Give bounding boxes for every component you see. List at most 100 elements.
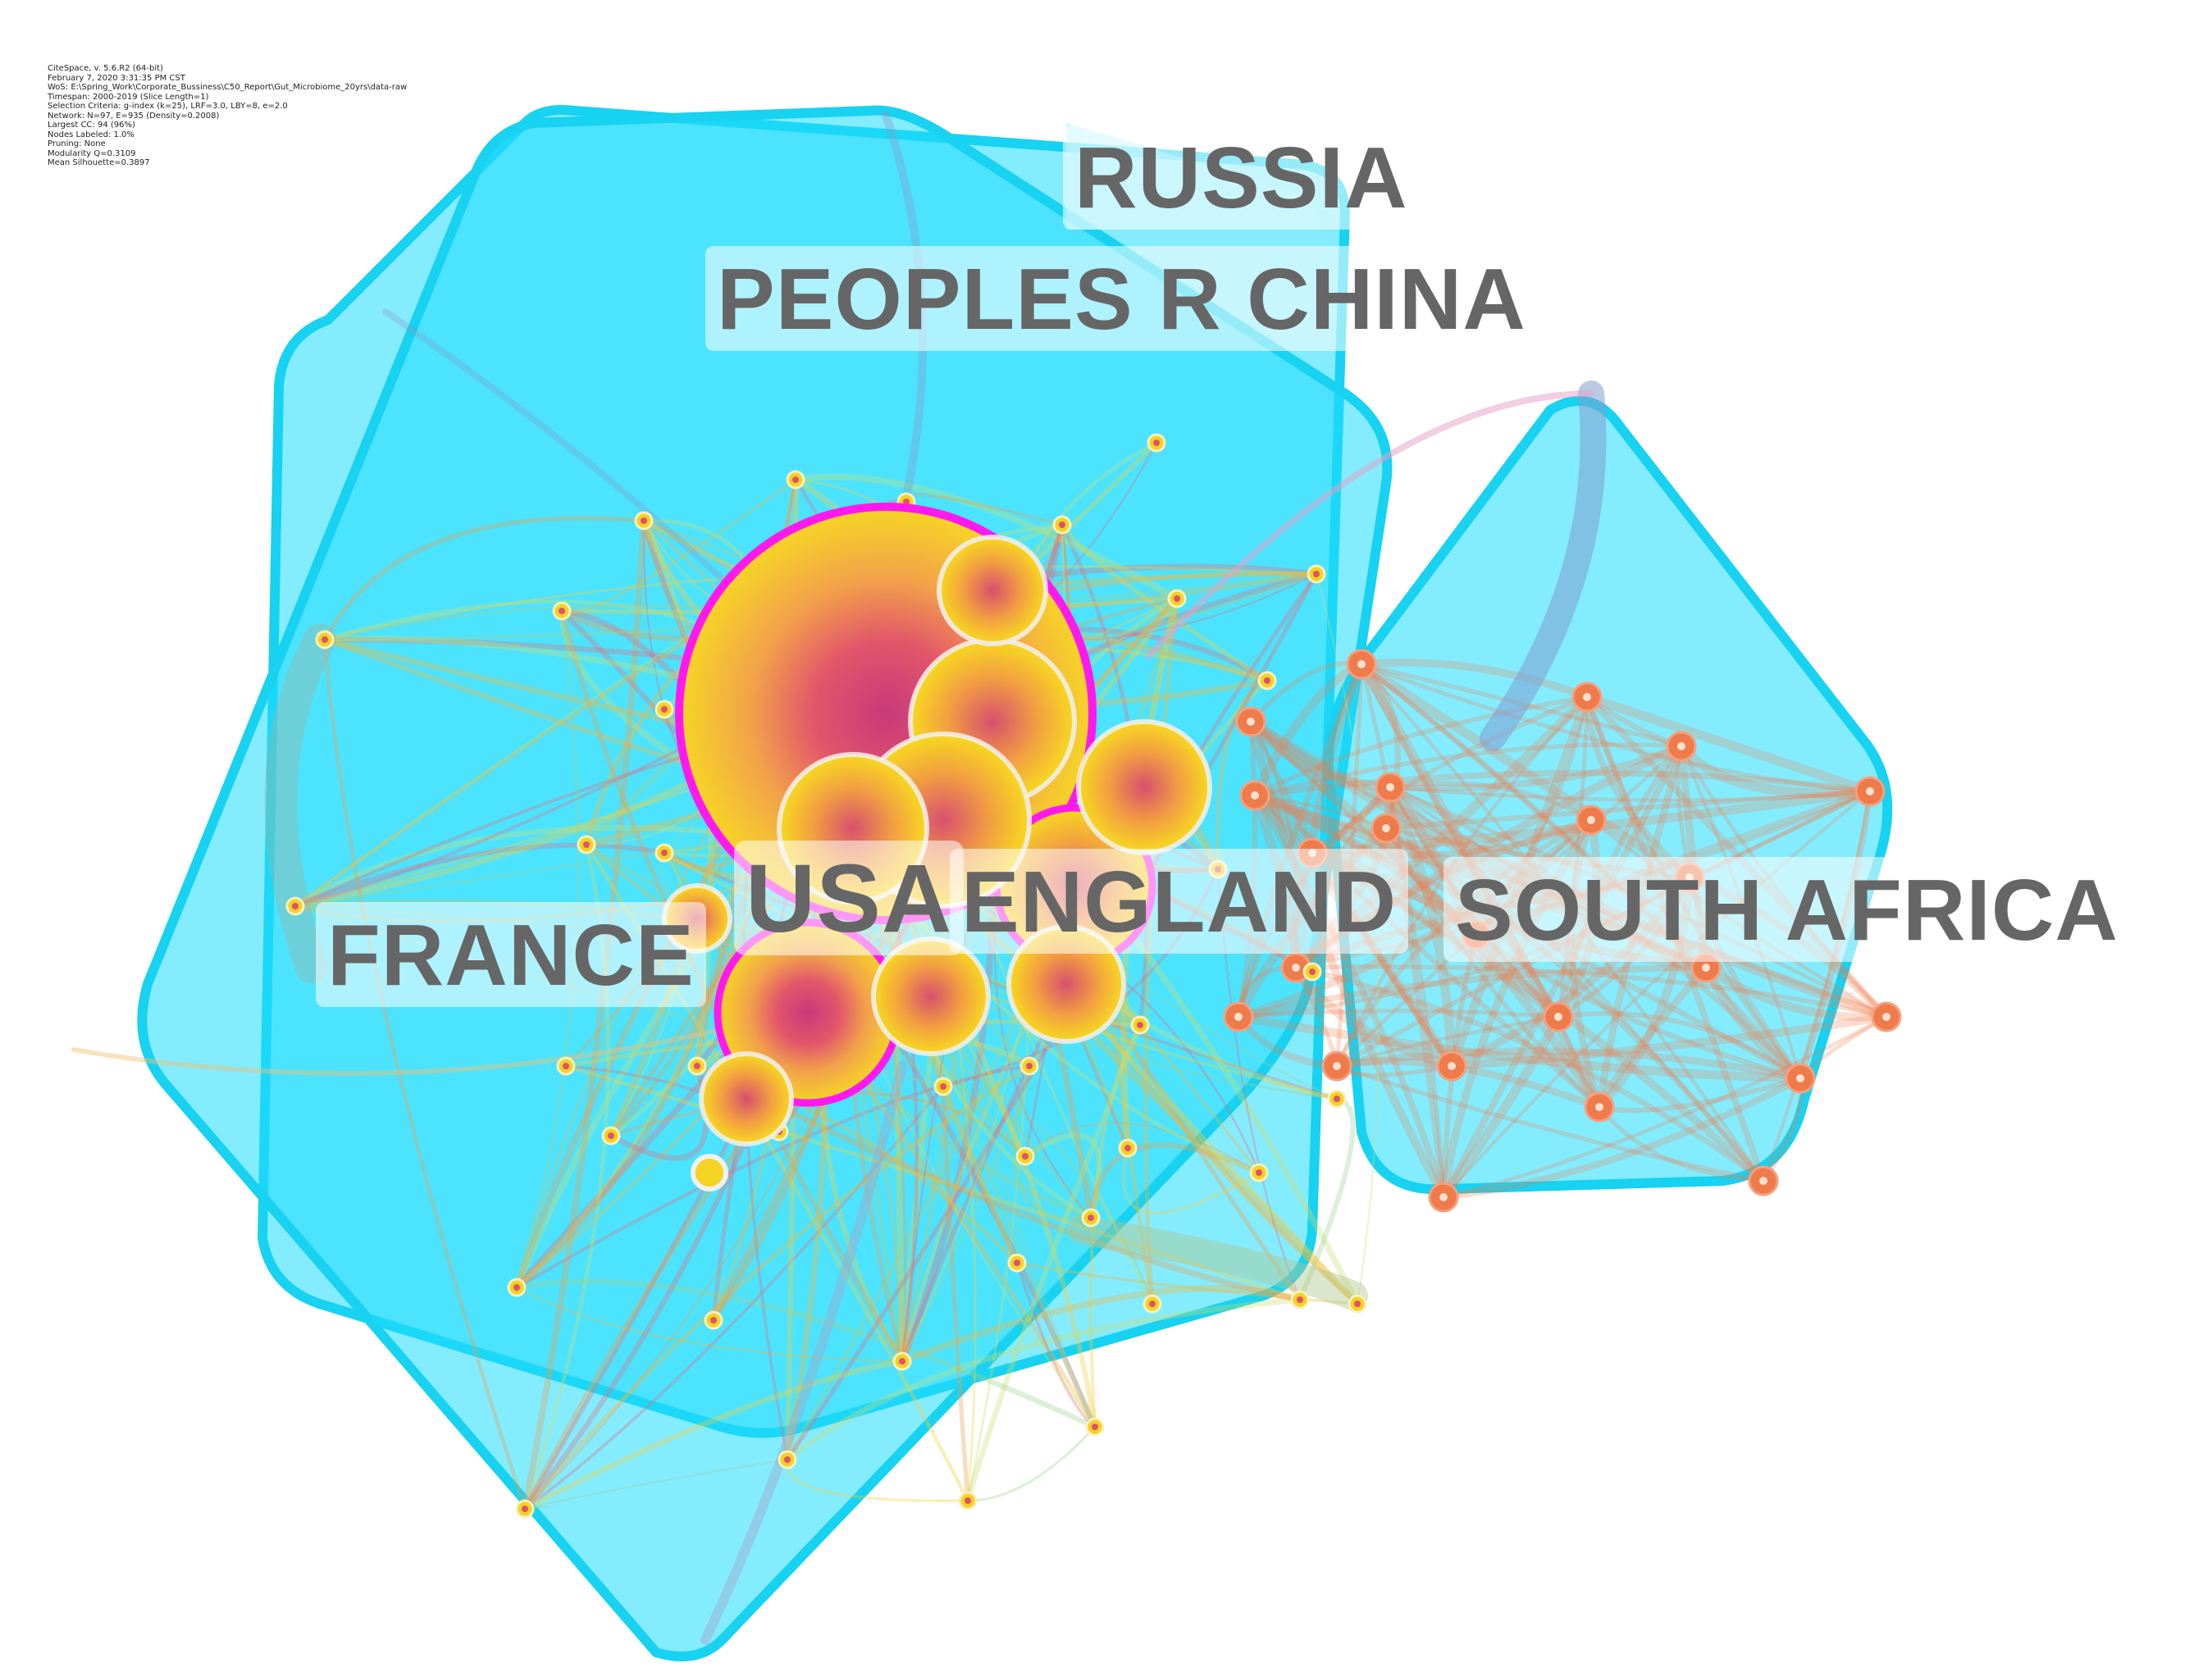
cluster-hulls	[137, 105, 1893, 1661]
edge	[1308, 663, 1366, 854]
edge	[1336, 1047, 1801, 1082]
edge	[1311, 786, 1871, 858]
edge	[785, 572, 1319, 1461]
edge	[1440, 745, 1685, 1199]
node-core	[1092, 1424, 1098, 1430]
edge	[1358, 660, 1693, 882]
info-line: Mean Silhouette=0.3897	[48, 158, 150, 167]
node-core	[1439, 1193, 1448, 1201]
node-j	[691, 1154, 728, 1192]
node-core	[694, 1063, 700, 1069]
edge	[1291, 964, 1453, 1071]
edge	[1334, 818, 1593, 1068]
edge	[1247, 718, 1391, 792]
edge	[513, 768, 768, 1289]
node-core	[292, 903, 299, 909]
edge	[523, 1358, 903, 1512]
node-core	[1796, 1074, 1804, 1082]
node-core	[1354, 1301, 1361, 1307]
edge	[1143, 598, 1179, 1305]
info-line: February 7, 2020 3:31:35 PM CST	[48, 73, 185, 83]
edge	[1295, 964, 1887, 1019]
node-core	[513, 1284, 520, 1291]
edge	[1556, 696, 1589, 1018]
node-h	[699, 1051, 794, 1146]
edge	[322, 639, 527, 1510]
node-core	[1759, 1177, 1767, 1185]
edge	[516, 1286, 903, 1363]
edge	[1215, 678, 1268, 870]
label-france: FRANCE	[316, 902, 706, 1007]
link-curve-7	[700, 1061, 907, 1645]
edge	[1585, 692, 1872, 796]
node-core	[1702, 964, 1710, 972]
link-curve-8	[71, 1023, 741, 1076]
node-core	[1554, 1013, 1562, 1021]
node-core	[792, 476, 799, 483]
node-core	[322, 636, 328, 643]
node-core	[1333, 1062, 1341, 1070]
edge	[1253, 695, 1588, 798]
edge	[1015, 1262, 1097, 1429]
thick-links	[71, 111, 1607, 1645]
info-line: CiteSpace, v. 5.6.R2 (64-bit)	[48, 64, 163, 73]
edge	[516, 1278, 1097, 1429]
node-core	[1382, 824, 1390, 832]
edge	[322, 515, 645, 641]
node-core	[583, 841, 590, 848]
node-core	[563, 1063, 569, 1069]
edge	[1389, 781, 1593, 823]
edge	[1385, 789, 1871, 831]
node-core	[1866, 787, 1874, 795]
node-core	[1334, 1096, 1340, 1102]
label-russia: RUSSIA	[1063, 125, 1420, 230]
info-line: Selection Criteria: g-index (k=25), LRF=…	[48, 102, 288, 111]
edge	[1443, 1075, 1802, 1201]
edge	[712, 1276, 724, 1321]
minor-nodes	[285, 433, 1367, 1519]
edge	[1598, 1105, 1764, 1183]
edge	[1389, 743, 1683, 792]
edge	[1311, 695, 1589, 855]
edge	[1384, 825, 1766, 1183]
node-core	[1124, 1145, 1131, 1151]
edge	[785, 1459, 969, 1502]
edge	[1361, 658, 1589, 701]
edge	[941, 1086, 970, 1502]
node-core	[1448, 1062, 1456, 1070]
label-south-africa: SOUTH AFRICA	[1444, 857, 2130, 962]
node-core	[1264, 677, 1270, 684]
edge	[1361, 662, 1871, 794]
edge	[1238, 964, 1707, 1020]
edge	[696, 1063, 1301, 1303]
edge	[1249, 719, 1478, 937]
node-core	[1357, 660, 1366, 668]
info-line: Nodes Labeled: 1.0%	[48, 130, 135, 139]
node-core	[1583, 693, 1591, 701]
link-curve-2	[264, 623, 336, 984]
edge	[1238, 1012, 1801, 1083]
edge	[1011, 1065, 1092, 1222]
edge	[1584, 696, 1692, 880]
edge	[1252, 793, 1561, 1020]
node-d	[937, 535, 1048, 646]
edge	[1060, 523, 1269, 683]
edge	[1024, 1122, 1260, 1173]
edge	[1762, 791, 1872, 1182]
info-line: Largest CC: 94 (96%)	[48, 121, 135, 130]
edge	[1122, 1147, 1260, 1215]
node-core	[1309, 968, 1316, 975]
label-usa: USA	[734, 841, 965, 955]
edge	[965, 1023, 1143, 1502]
edge	[1443, 1014, 1888, 1200]
edge	[1599, 1076, 1801, 1114]
edge	[785, 1296, 1301, 1462]
node-core	[965, 1497, 971, 1504]
edge	[1298, 1096, 1356, 1301]
node-core	[940, 1083, 946, 1090]
edge	[565, 1064, 1301, 1302]
edge	[1385, 785, 1457, 1067]
node-core	[1297, 1296, 1303, 1303]
edge	[1088, 1142, 1261, 1219]
